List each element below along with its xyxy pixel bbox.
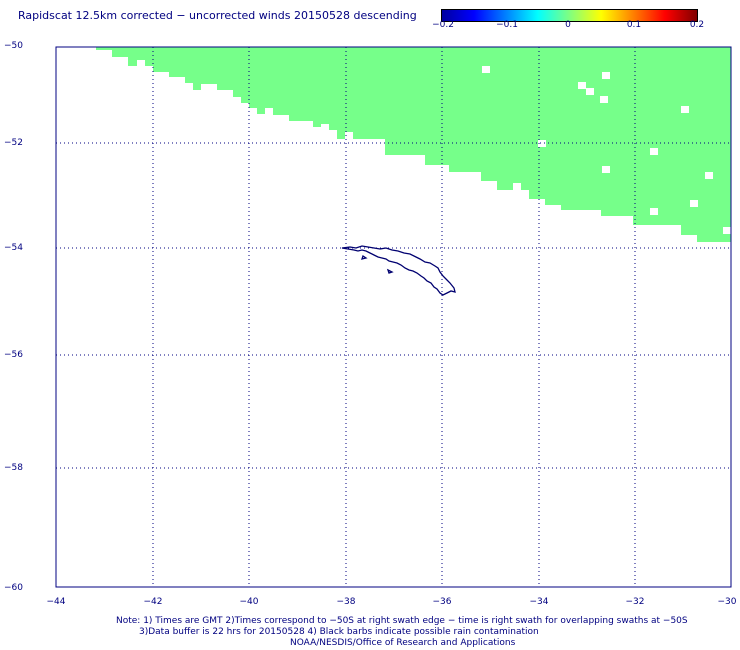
swath-fill: [96, 47, 731, 242]
map-frame: [55, 46, 732, 588]
lon-label-42: −42: [144, 597, 163, 607]
colorbar-tick-1: −0.2: [432, 20, 454, 30]
south-georgia-coastline: [341, 245, 456, 296]
data-gap-cell: [586, 88, 594, 95]
lat-label-52: −52: [4, 138, 23, 148]
data-gap-cell: [650, 148, 658, 155]
lat-label-58: −58: [4, 463, 23, 473]
data-gap-cell: [650, 208, 658, 215]
data-gap-cell: [600, 96, 608, 103]
data-gap-cell: [690, 200, 698, 207]
map-title: Rapidscat 12.5km corrected − uncorrected…: [18, 9, 417, 22]
lon-label-38: −38: [337, 597, 356, 607]
lon-label-34: −34: [530, 597, 549, 607]
lat-label-56: −56: [4, 350, 23, 360]
footnote-line-2: 3)Data buffer is 22 hrs for 20150528 4) …: [139, 627, 539, 637]
lon-label-44: −44: [47, 597, 66, 607]
satellite-swath-area: [96, 47, 731, 242]
lon-label-40: −40: [240, 597, 259, 607]
lat-lon-grid: [56, 47, 731, 587]
longitude-labels: −44 −42 −40 −38 −36 −34 −32 −30: [47, 597, 737, 607]
latitude-labels: −50 −52 −54 −56 −58 −60: [4, 41, 23, 593]
lon-label-32: −32: [626, 597, 645, 607]
data-gap-cell: [602, 72, 610, 79]
colorbar-tick-2: −0.1: [496, 20, 518, 30]
data-gap-cell: [538, 140, 546, 147]
lat-label-50: −50: [4, 41, 23, 51]
data-gap-cell: [705, 172, 713, 179]
data-gap-cell: [578, 82, 586, 89]
color-scale-bar: [441, 9, 698, 22]
colorbar-tick-5: 0.2: [689, 20, 705, 30]
lon-label-30: −30: [718, 597, 737, 607]
colorbar-tick-3: 0: [565, 20, 571, 30]
lat-label-60: −60: [4, 583, 23, 593]
footnote-credit: NOAA/NESDIS/Office of Research and Appli…: [290, 638, 516, 648]
lon-label-36: −36: [433, 597, 452, 607]
data-gap-cell: [482, 66, 490, 73]
colorbar-tick-4: 0.1: [626, 20, 642, 30]
lat-label-54: −54: [4, 243, 23, 253]
data-gap-cell: [681, 106, 689, 113]
footnote-line-1: Note: 1) Times are GMT 2)Times correspon…: [116, 616, 688, 626]
data-gap-cell: [723, 227, 731, 234]
data-gap-cell: [602, 166, 610, 173]
swath-data-gaps: [482, 66, 731, 234]
